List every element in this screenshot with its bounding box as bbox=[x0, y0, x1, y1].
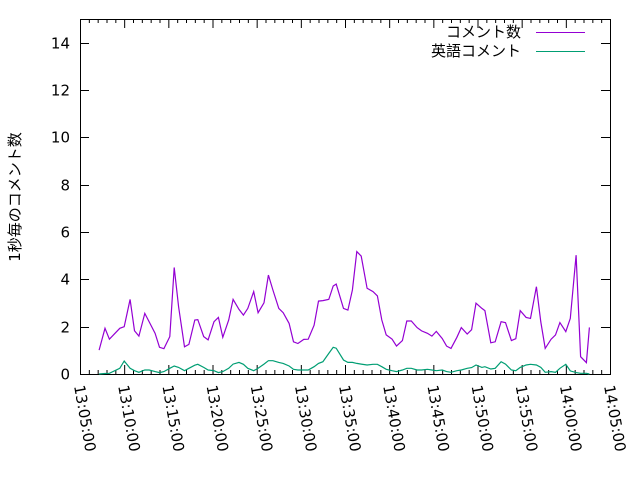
legend: コメント数 英語コメント bbox=[431, 23, 585, 60]
x-tick-label: 13:20:00 bbox=[203, 384, 232, 453]
x-tick-label: 13:55:00 bbox=[512, 384, 541, 453]
y-tick-label: 10 bbox=[51, 129, 70, 147]
legend-label-english-comments: 英語コメント bbox=[431, 42, 521, 60]
y-tick-label: 12 bbox=[51, 82, 70, 100]
plot-frame bbox=[80, 19, 611, 375]
y-tick-labels: 0 2 4 6 8 10 12 14 bbox=[51, 35, 70, 384]
x-tick-label: 13:25:00 bbox=[247, 384, 276, 453]
x-tick-label: 13:30:00 bbox=[291, 384, 320, 453]
series-lines bbox=[98, 250, 590, 375]
y-tick-label: 0 bbox=[60, 366, 70, 384]
x-tick-label: 13:10:00 bbox=[114, 384, 143, 453]
series-line-english-comments bbox=[99, 346, 590, 375]
y-tick-label: 14 bbox=[51, 35, 70, 53]
y-axis-label: 1秒毎のコメント数 bbox=[6, 132, 24, 262]
x-tick-labels: 13:05:00 13:10:00 13:15:00 13:20:00 13:25:00… bbox=[70, 384, 629, 453]
axis-ticks bbox=[80, 19, 611, 375]
x-tick-label: 14:00:00 bbox=[556, 384, 585, 453]
y-tick-label: 4 bbox=[60, 271, 70, 289]
x-tick-label: 13:45:00 bbox=[423, 384, 452, 453]
y-tick-label: 6 bbox=[60, 224, 70, 242]
x-tick-label: 13:05:00 bbox=[70, 384, 99, 453]
y-tick-label: 8 bbox=[60, 177, 70, 195]
x-tick-label: 14:05:00 bbox=[600, 384, 629, 453]
y-tick-label: 2 bbox=[60, 319, 70, 337]
series-line-comments bbox=[98, 250, 590, 364]
x-tick-label: 13:35:00 bbox=[335, 384, 364, 453]
x-tick-label: 13:15:00 bbox=[158, 384, 187, 453]
x-tick-label: 13:40:00 bbox=[379, 384, 408, 453]
legend-label-comments: コメント数 bbox=[446, 23, 521, 41]
x-tick-label: 13:50:00 bbox=[468, 384, 497, 453]
